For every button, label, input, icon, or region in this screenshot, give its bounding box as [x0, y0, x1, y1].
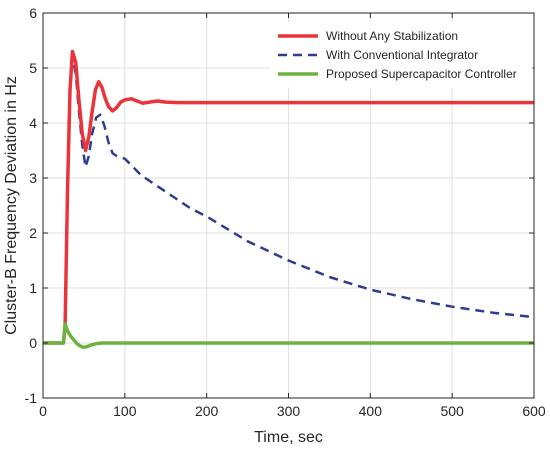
series-line-0	[43, 49, 534, 345]
x-tick-label-2: 200	[195, 403, 219, 419]
legend-label-1: With Conventional Integrator	[326, 48, 478, 62]
series-line-1	[43, 55, 534, 345]
y-tick-label-5: 4	[29, 115, 37, 131]
y-tick-label-2: 1	[29, 280, 37, 296]
x-axis-title: Time, sec	[254, 429, 323, 446]
y-tick-label-4: 3	[29, 170, 37, 186]
y-tick-label-0: -1	[25, 390, 38, 406]
x-tick-label-5: 500	[440, 403, 464, 419]
x-tick-label-3: 300	[277, 403, 301, 419]
y-tick-label-6: 5	[29, 60, 37, 76]
legend-label-2: Proposed Supercapacitor Controller	[326, 67, 517, 81]
x-tick-label-4: 400	[359, 403, 383, 419]
legend: Without Any Stabilization With Convention…	[269, 21, 533, 88]
x-tick-label-6: 600	[522, 403, 546, 419]
series-line-2	[43, 322, 534, 350]
x-tick-label-0: 0	[39, 403, 47, 419]
series-lines	[43, 49, 534, 350]
legend-label-0: Without Any Stabilization	[326, 29, 458, 43]
y-tick-label-1: 0	[29, 335, 37, 351]
y-tick-label-3: 2	[29, 225, 37, 241]
x-tick-label-1: 100	[113, 403, 137, 419]
y-axis-title: Cluster-B Frequency Deviation in Hz	[3, 76, 20, 335]
y-tick-label-7: 6	[29, 5, 37, 21]
